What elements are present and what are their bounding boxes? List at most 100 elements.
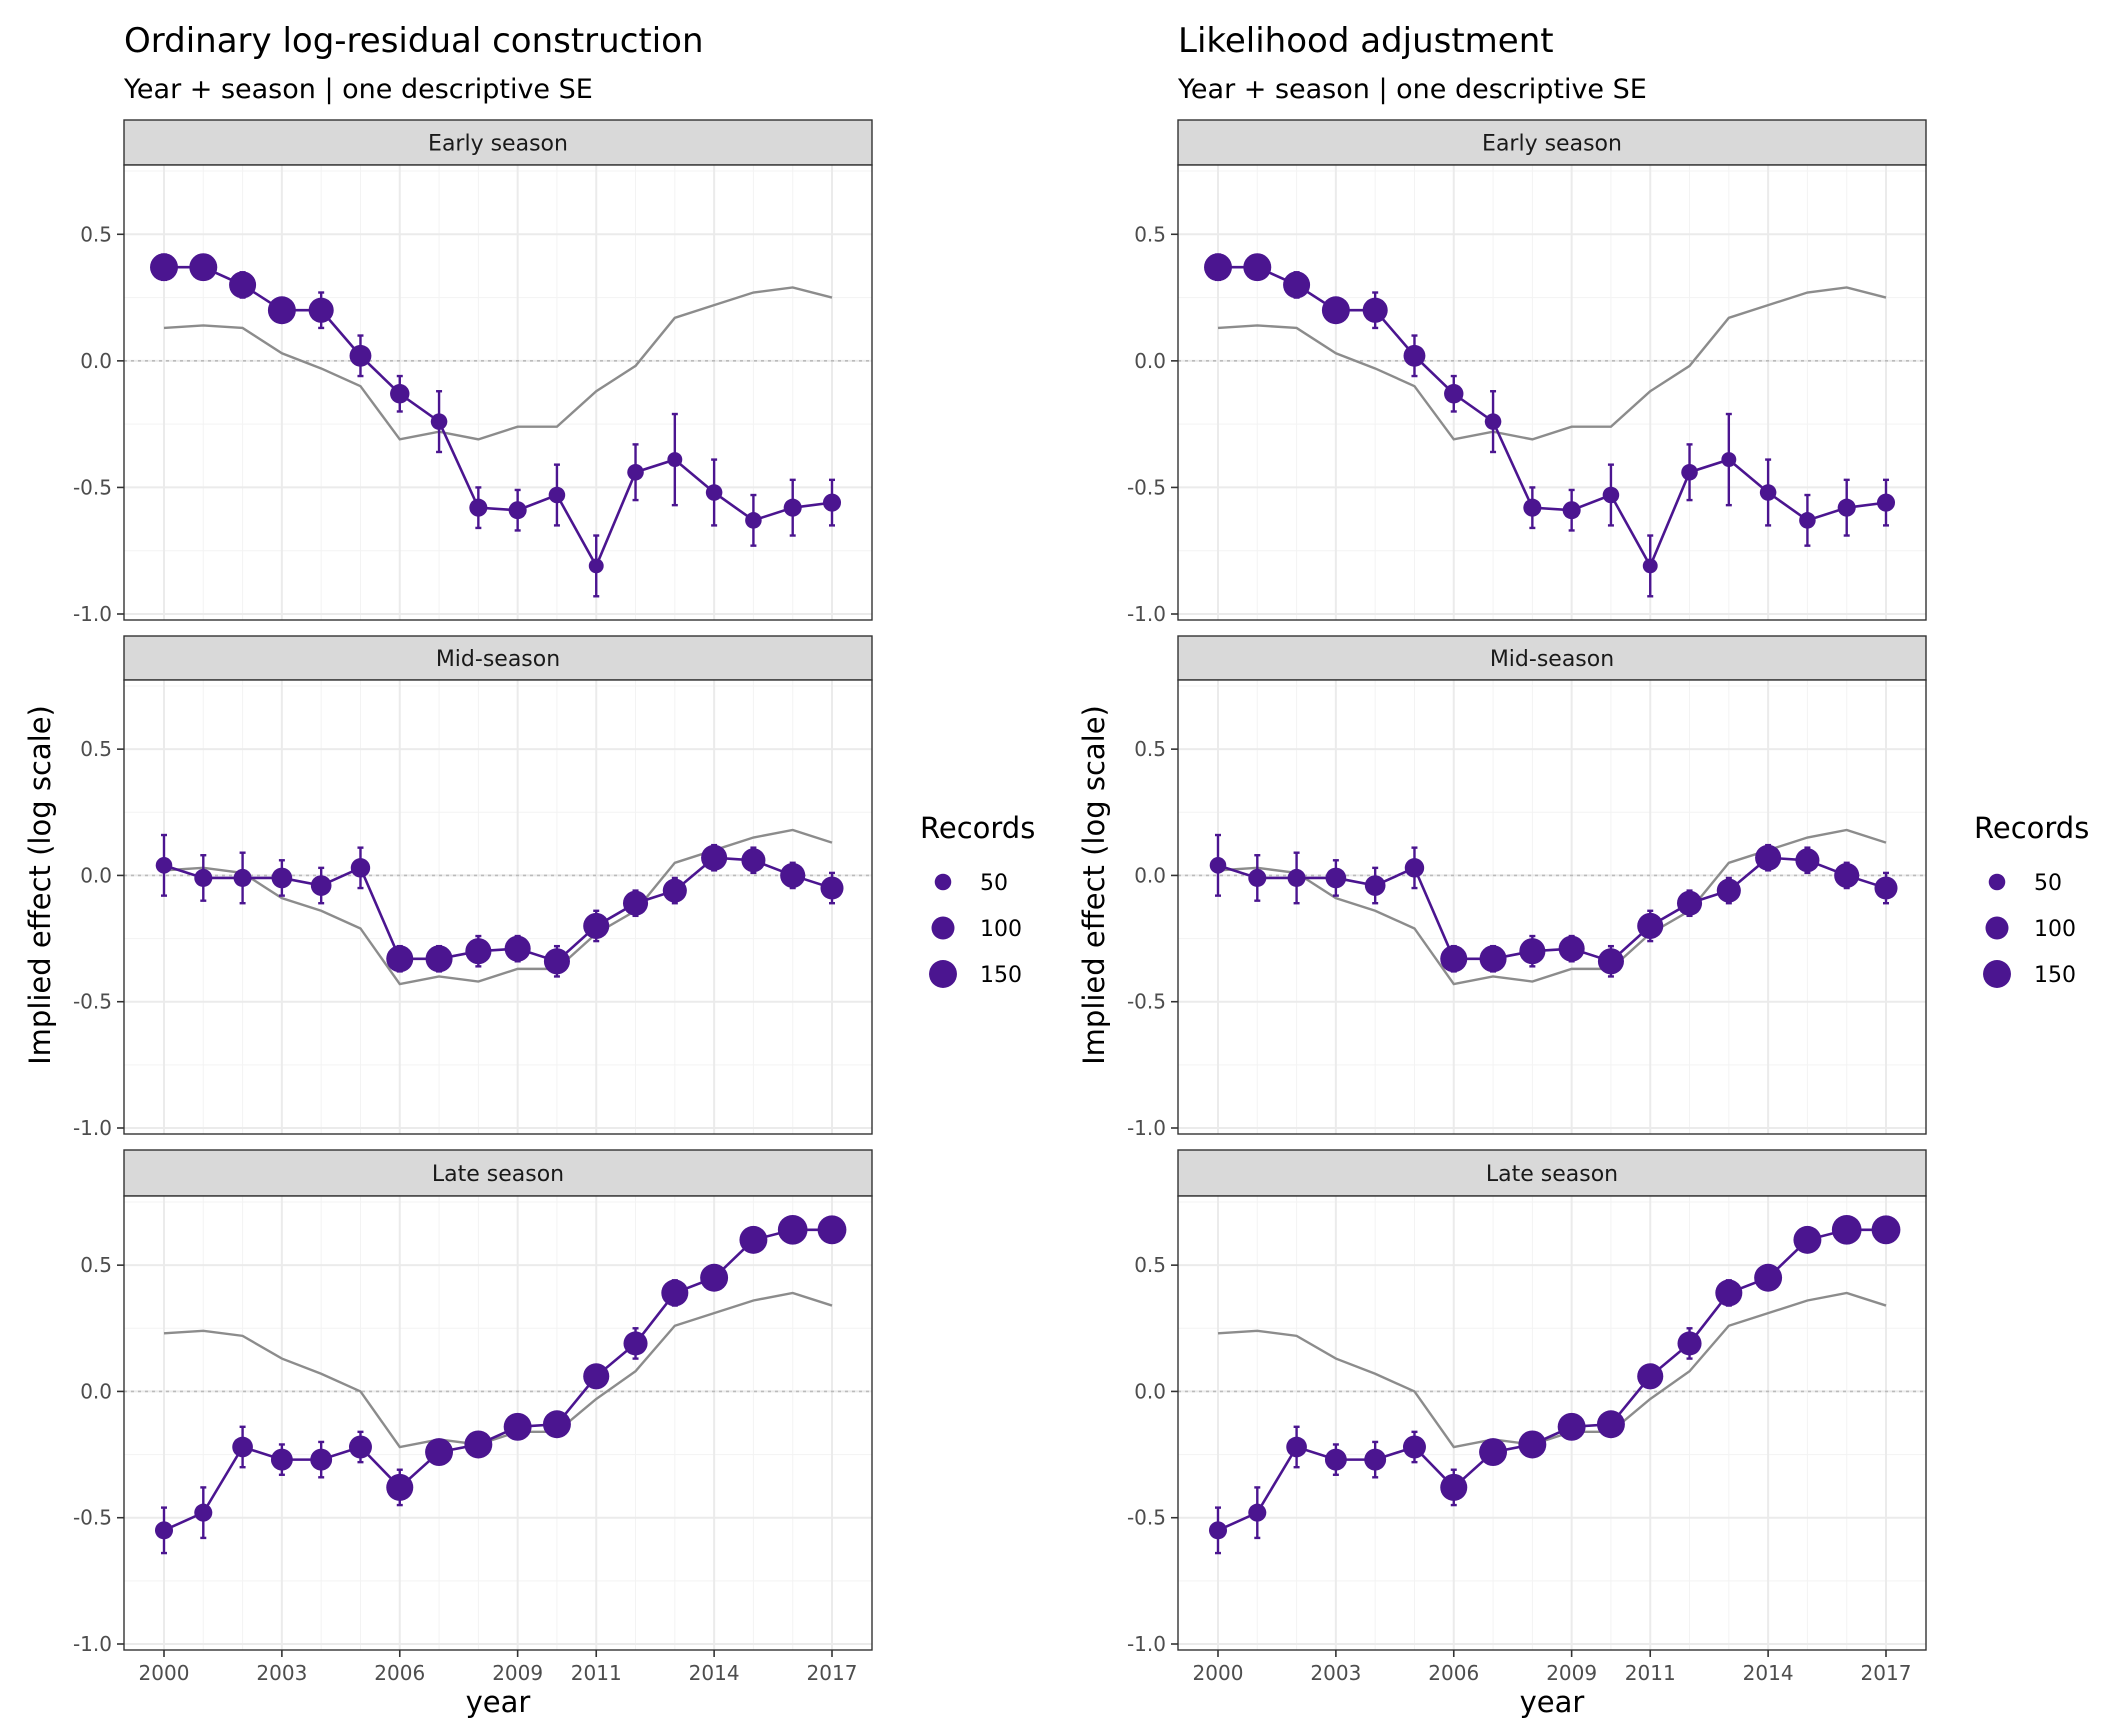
data-point xyxy=(1562,501,1581,520)
data-point xyxy=(783,498,802,517)
data-point xyxy=(430,413,448,430)
data-point xyxy=(1484,413,1502,430)
data-point xyxy=(1402,1435,1426,1459)
data-point xyxy=(308,297,334,323)
reference-line xyxy=(163,1291,833,1449)
legend-title: Records xyxy=(1974,811,2089,845)
data-point xyxy=(739,1225,768,1254)
facet-early-season: Early season 0.5 0.0 -0.5 -1.0 xyxy=(73,119,873,626)
legend-key xyxy=(1983,960,2011,988)
chart-1: Ordinary log-residual construction Year +… xyxy=(23,21,1035,1719)
data-point xyxy=(1642,558,1658,574)
legend-label: 50 xyxy=(2034,871,2062,896)
data-point xyxy=(508,501,527,520)
data-point xyxy=(386,945,414,973)
y-tick-label: -1.0 xyxy=(73,1116,112,1140)
data-point xyxy=(1248,868,1267,887)
data-point xyxy=(1209,857,1227,874)
data-point xyxy=(1557,1412,1586,1441)
facet-strip xyxy=(1177,119,1927,166)
reference-line xyxy=(163,286,833,441)
x-tick-label: 2017 xyxy=(807,1661,858,1685)
data-point xyxy=(745,512,762,529)
x-tick-label: 2003 xyxy=(256,1661,307,1685)
x-tick-label: 2006 xyxy=(374,1661,425,1685)
data-point xyxy=(623,1331,648,1356)
data-point xyxy=(504,935,531,962)
y-axis-label: Implied effect (log scale) xyxy=(23,705,57,1065)
data-point xyxy=(542,1410,571,1439)
data-point xyxy=(1715,1279,1743,1307)
facet-strip xyxy=(123,119,873,166)
data-point xyxy=(425,945,453,973)
data-point xyxy=(1793,1225,1822,1254)
data-point xyxy=(777,1214,808,1245)
data-point xyxy=(503,1412,532,1441)
legend-key xyxy=(934,873,952,891)
legend-key xyxy=(1985,916,2009,940)
facet-mid-season: Mid-season 0.5 0.0 -0.5 -1.0 xyxy=(73,635,873,1140)
y-tick-label: 0.5 xyxy=(1134,1253,1166,1277)
data-point xyxy=(1523,498,1542,517)
facet-label: Mid-season xyxy=(436,647,560,672)
data-point xyxy=(150,253,178,282)
data-point xyxy=(232,1436,253,1458)
data-point xyxy=(1837,498,1856,517)
data-point xyxy=(310,875,332,896)
chart-subtitle: Year + season | one descriptive SE xyxy=(1177,74,1647,105)
panel-border xyxy=(1177,679,1927,1135)
data-point xyxy=(1324,1448,1347,1471)
data-point xyxy=(1795,848,1820,873)
data-point xyxy=(464,1430,493,1459)
y-tick-label: 0.5 xyxy=(80,222,112,246)
data-point xyxy=(1596,1410,1625,1439)
chart-subtitle: Year + season | one descriptive SE xyxy=(123,74,593,105)
data-point xyxy=(271,867,293,889)
legend-key xyxy=(1988,873,2006,891)
data-point xyxy=(822,493,842,512)
data-point xyxy=(425,1438,454,1467)
data-point xyxy=(705,484,723,501)
x-tick-label: 2017 xyxy=(1861,1661,1912,1685)
panel-border xyxy=(1177,1195,1927,1651)
legend-title: Records xyxy=(920,811,1035,845)
data-point xyxy=(390,384,410,404)
x-tick-label: 2011 xyxy=(1625,1661,1676,1685)
data-point xyxy=(741,848,766,873)
data-point xyxy=(350,858,371,878)
facet-label: Mid-season xyxy=(1490,647,1614,672)
data-point xyxy=(820,876,844,900)
y-tick-label: 0.0 xyxy=(80,1379,112,1403)
facet-label: Early season xyxy=(428,132,568,157)
data-point xyxy=(780,862,806,888)
x-axis-label: year xyxy=(466,1685,531,1719)
facet-late-season: Late season 0.5 0.0 -0.5 -1.0 xyxy=(1127,1149,1927,1656)
y-tick-label: 0.0 xyxy=(80,349,112,373)
x-tick-label: 2000 xyxy=(139,1661,190,1685)
data-point xyxy=(469,498,488,517)
data-point xyxy=(310,1448,333,1471)
reference-line xyxy=(1217,1291,1887,1449)
y-tick-label: 0.0 xyxy=(1134,349,1166,373)
data-point xyxy=(1403,344,1426,367)
data-point xyxy=(662,878,687,903)
data-point xyxy=(1364,1448,1387,1471)
data-point xyxy=(1716,878,1741,903)
x-tick-label: 2009 xyxy=(1546,1661,1597,1685)
data-point xyxy=(1637,1363,1664,1390)
data-point xyxy=(1444,384,1464,404)
panel-background xyxy=(1178,165,1926,620)
data-point xyxy=(155,857,173,874)
data-point xyxy=(1518,1430,1547,1459)
y-tick-label: 0.0 xyxy=(1134,1379,1166,1403)
y-tick-label: 0.5 xyxy=(80,1253,112,1277)
panel-background xyxy=(124,1196,872,1650)
data-point xyxy=(1558,935,1585,962)
data-point xyxy=(1286,1436,1307,1458)
data-point xyxy=(1676,890,1703,916)
y-tick-label: -0.5 xyxy=(1127,475,1166,499)
y-axis-label: Implied effect (log scale) xyxy=(1077,705,1111,1065)
x-tick-label: 2014 xyxy=(1743,1661,1794,1685)
data-point xyxy=(1831,1214,1862,1245)
data-point xyxy=(194,1503,213,1522)
